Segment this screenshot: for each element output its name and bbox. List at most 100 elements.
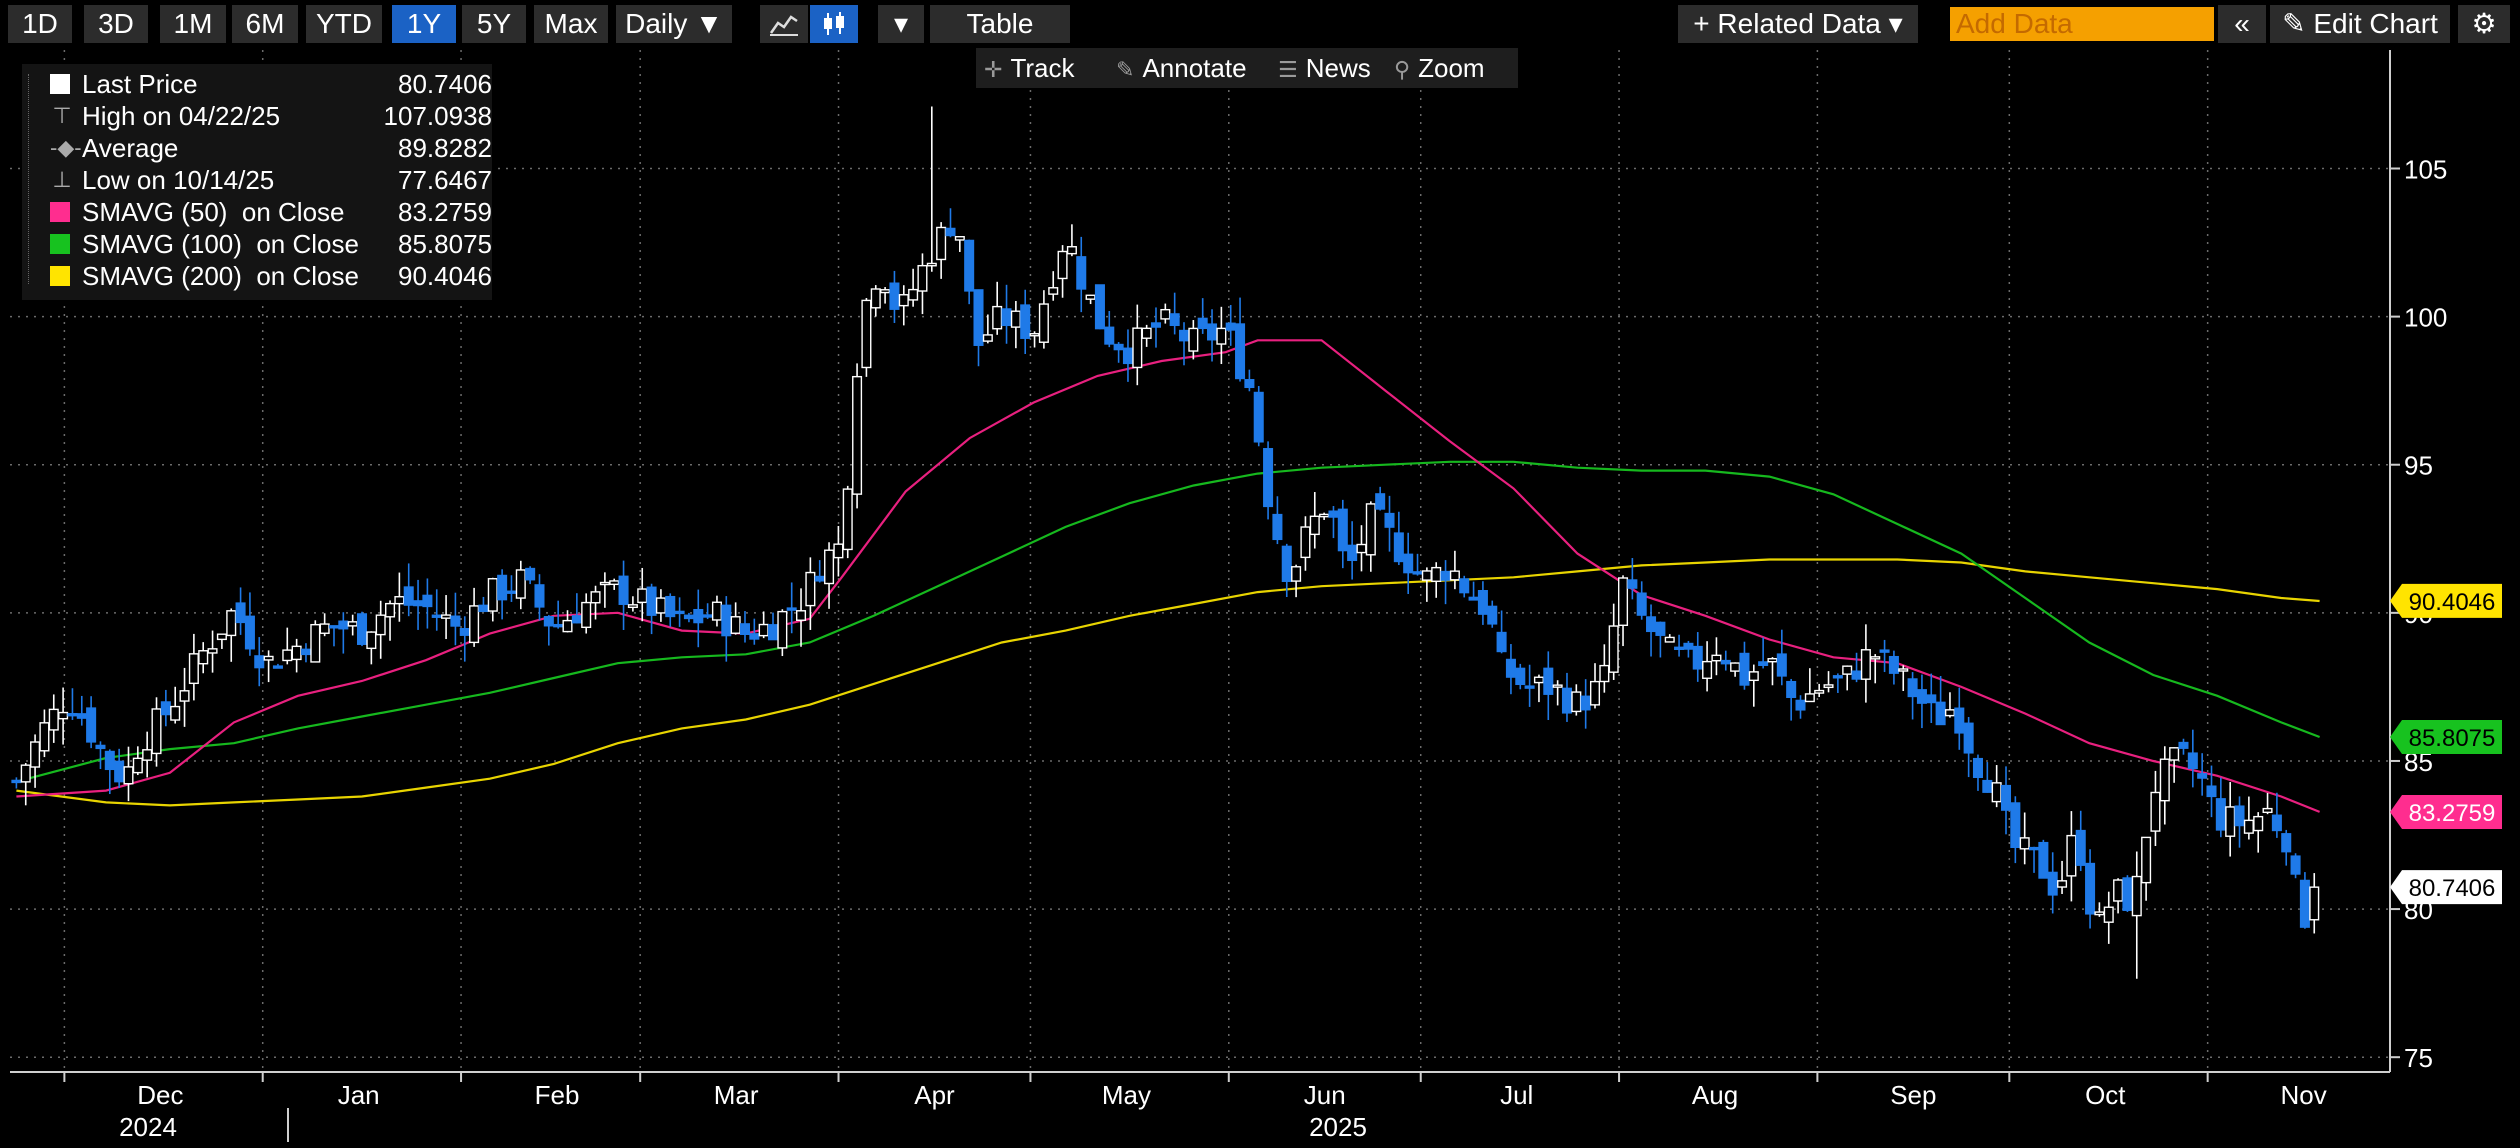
candle-body <box>1954 707 1965 734</box>
value-tag: 80.7406 <box>2390 870 2502 905</box>
annotate-tool[interactable]: ✎ Annotate <box>1116 48 1247 88</box>
chart-type-dropdown[interactable]: ▾ <box>878 5 924 43</box>
range-6m-button[interactable]: 6M <box>232 5 298 43</box>
candle-body <box>1758 661 1769 667</box>
candle-body <box>1664 636 1675 643</box>
candle-body <box>48 708 59 731</box>
candle-body <box>226 610 237 637</box>
legend-item-sma200[interactable]: SMAVG (200) on Close 90.4046 <box>22 260 492 292</box>
range-1m-button[interactable]: 1M <box>160 5 226 43</box>
candlestick-icon[interactable] <box>810 5 858 43</box>
candle-body <box>796 610 807 621</box>
candle-body <box>599 581 610 586</box>
table-button[interactable]: Table <box>930 5 1070 43</box>
candle-body <box>1552 684 1563 688</box>
candle-body <box>497 574 508 601</box>
candle-body <box>459 628 470 636</box>
candle-body <box>2131 875 2142 917</box>
value-tag-label: 83.2759 <box>2409 800 2496 827</box>
candle-body <box>917 264 928 292</box>
candle-body <box>1178 329 1190 342</box>
candle-body <box>581 601 592 629</box>
add-data-input[interactable] <box>1950 7 2214 41</box>
candle-body <box>2019 837 2030 850</box>
candle-body <box>1963 722 1974 754</box>
candle-body <box>1244 379 1255 389</box>
range-1d-button[interactable]: 1D <box>8 5 72 43</box>
crosshair-icon: ✛ <box>984 57 1003 82</box>
candle-body <box>1646 616 1657 633</box>
x-month-label: Mar <box>714 1080 759 1110</box>
candle-body <box>160 701 171 716</box>
candle-body <box>637 588 648 604</box>
candle-body <box>1823 684 1834 689</box>
range-3d-button[interactable]: 3D <box>84 5 148 43</box>
candle-body <box>385 602 396 618</box>
candle-body <box>665 595 676 618</box>
candle-body <box>1683 642 1694 650</box>
legend-label: Last Price <box>82 69 198 99</box>
news-label: News <box>1305 53 1371 83</box>
candle-body <box>506 590 517 594</box>
range-max-button[interactable]: Max <box>534 5 608 43</box>
legend-item-sma50[interactable]: SMAVG (50) on Close 83.2759 <box>22 196 492 228</box>
candle-body <box>1898 668 1909 672</box>
candle-body <box>375 614 386 636</box>
candle-body <box>739 623 751 635</box>
candle-body <box>1001 308 1012 327</box>
legend-item-high[interactable]: ⊤ High on 04/22/25 107.0938 <box>22 100 492 132</box>
candle-body <box>1982 779 1993 793</box>
candle-body <box>2169 747 2180 761</box>
legend-swatch-last-price <box>50 74 70 94</box>
legend-item-average[interactable]: -◆- Average 89.8282 <box>22 132 492 164</box>
candle-body <box>338 620 349 630</box>
candle-body <box>1515 667 1526 686</box>
candle-body <box>2187 752 2198 770</box>
range-5y-button[interactable]: 5Y <box>462 5 526 43</box>
legend-item-last-price[interactable]: Last Price 80.7406 <box>22 68 492 100</box>
candle-body <box>67 713 78 717</box>
chevron-down-icon: ▼ <box>695 8 723 39</box>
candle-body <box>1328 510 1339 518</box>
settings-icon[interactable]: ⚙ <box>2458 5 2510 43</box>
list-icon: ☰ <box>1278 57 1298 82</box>
candle-body <box>702 614 713 618</box>
candle-body <box>1879 649 1890 653</box>
candle-body <box>814 575 825 582</box>
candle-body <box>1459 578 1470 594</box>
candle-body <box>1972 757 1983 778</box>
collapse-icon[interactable]: « <box>2218 5 2266 43</box>
candle-body <box>945 227 956 237</box>
candle-body <box>1085 294 1096 300</box>
candle-body <box>1702 660 1713 679</box>
range-1y-button[interactable]: 1Y <box>392 5 456 43</box>
news-tool[interactable]: ☰ News <box>1278 48 1371 88</box>
legend-item-sma100[interactable]: SMAVG (100) on Close 85.8075 <box>22 228 492 260</box>
candle-body <box>861 299 872 369</box>
candle-body <box>1655 621 1666 636</box>
range-ytd-button[interactable]: YTD <box>306 5 382 43</box>
candle-body <box>319 623 330 634</box>
candle-body <box>1767 658 1778 663</box>
edit-chart-button[interactable]: ✎ Edit Chart <box>2270 5 2450 43</box>
candle-body <box>1580 695 1591 711</box>
legend-item-low[interactable]: ⊥ Low on 10/14/25 77.6467 <box>22 164 492 196</box>
frequency-dropdown[interactable]: Daily ▼ <box>616 5 732 43</box>
candle-body <box>263 655 274 661</box>
candle-body <box>1337 508 1348 552</box>
candle-body <box>1589 680 1601 706</box>
line-chart-icon[interactable] <box>760 5 808 43</box>
zoom-tool[interactable]: ⚲ Zoom <box>1394 48 1485 88</box>
candle-body <box>2178 741 2189 749</box>
candle-body <box>609 580 620 586</box>
candle-body <box>1907 678 1918 698</box>
x-year-label: 2025 <box>1309 1112 1367 1142</box>
track-tool[interactable]: ✛ Track <box>984 48 1074 88</box>
pencil-icon: ✎ <box>1116 57 1135 82</box>
candle-body <box>2271 814 2282 832</box>
candle-body <box>1066 246 1077 255</box>
candle-body <box>627 604 638 609</box>
legend-tree-line <box>28 74 30 284</box>
related-data-button[interactable]: + Related Data ▾ <box>1678 5 1918 43</box>
